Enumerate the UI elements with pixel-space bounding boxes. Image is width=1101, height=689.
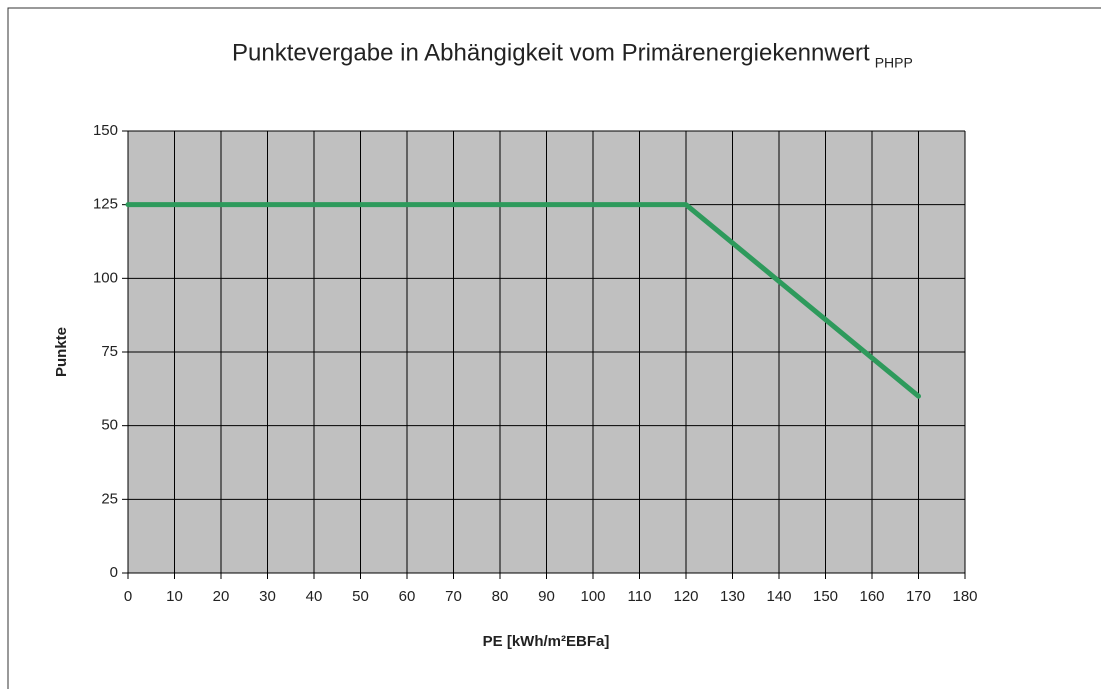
x-tick-label: 140: [766, 588, 791, 605]
x-tick-label: 30: [259, 588, 276, 605]
x-tick-label: 150: [813, 588, 838, 605]
x-tick-label: 40: [306, 588, 323, 605]
y-tick-label: 125: [93, 196, 118, 213]
x-tick-label: 110: [628, 588, 652, 605]
x-tick-label: 0: [124, 588, 132, 605]
x-tick-label: 180: [952, 588, 977, 605]
frame: [7, 7, 1101, 689]
x-tick-label: 130: [720, 588, 745, 605]
x-tick-label: 160: [859, 588, 884, 605]
y-tick-label: 100: [93, 269, 118, 286]
x-tick-label: 90: [538, 588, 555, 605]
x-tick-label: 10: [166, 588, 183, 605]
x-tick-label: 80: [492, 588, 509, 605]
x-tick-label: 170: [906, 588, 931, 605]
data-line: [125, 202, 921, 399]
y-tick-label: 50: [101, 417, 118, 434]
y-tick-label: 25: [101, 490, 118, 507]
x-tick-label: 100: [580, 588, 605, 605]
y-tick-label: 150: [93, 122, 118, 139]
y-tick-label: 0: [110, 564, 118, 581]
y-tick-label: 75: [101, 343, 118, 360]
x-tick-label: 60: [399, 588, 416, 605]
x-axis-label: PE [kWh/m²EBFa]: [483, 633, 610, 650]
y-axis-label: Punkte: [53, 327, 70, 377]
x-tick-label: 20: [213, 588, 230, 605]
chart-title-subscript: PHPP: [875, 55, 913, 71]
chart-title: Punktevergabe in Abhängigkeit vom Primär…: [232, 39, 870, 66]
x-tick-label: 120: [673, 588, 698, 605]
x-tick-label: 50: [352, 588, 369, 605]
x-tick-label: 70: [445, 588, 462, 605]
